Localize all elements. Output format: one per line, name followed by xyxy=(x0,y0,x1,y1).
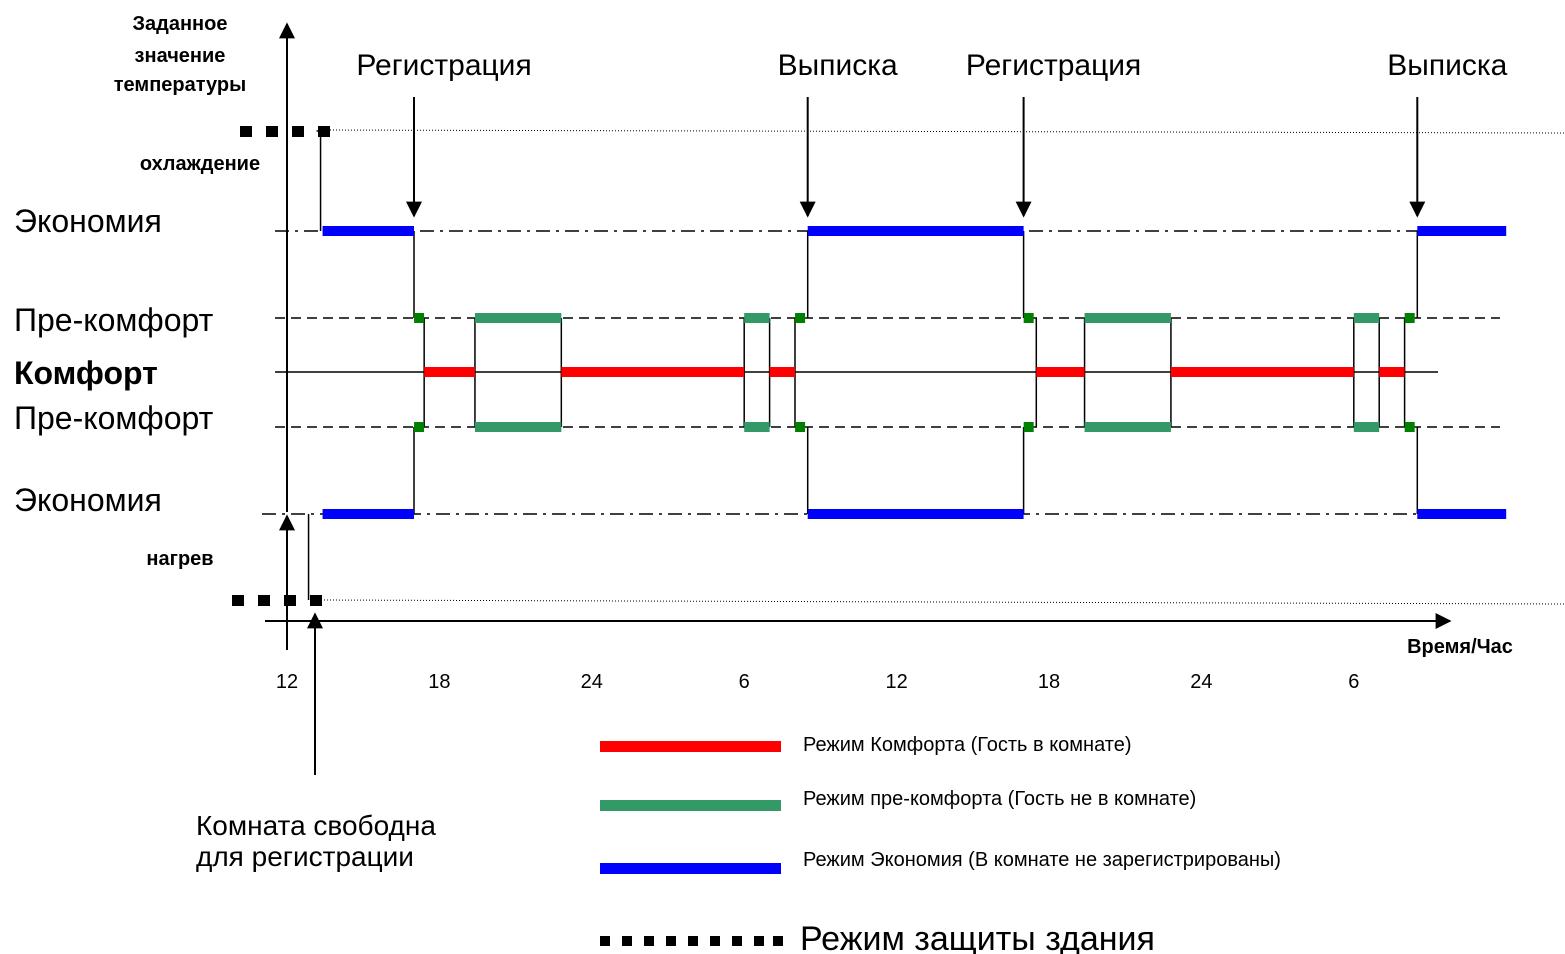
pre-comfort-bar-cooling xyxy=(1084,313,1171,323)
pre-comfort-bar-heating xyxy=(474,422,562,432)
event-label: Выписка xyxy=(1387,49,1507,82)
pre-comfort-bar-heating xyxy=(1084,422,1171,432)
event-label: Регистрация xyxy=(966,49,1141,82)
x-tick-label: 18 xyxy=(1038,671,1060,693)
cooling-protection-line xyxy=(317,129,1565,134)
y-axis-title-line-3: температуры xyxy=(114,74,246,96)
economy-bar-cooling xyxy=(1417,226,1507,236)
protection-square xyxy=(310,595,322,606)
economy-bar-heating xyxy=(807,509,1024,519)
transition-marker xyxy=(1404,313,1415,323)
transition-marker xyxy=(1023,422,1034,432)
transition-marker xyxy=(1023,313,1034,323)
x-tick-label: 24 xyxy=(1190,671,1212,693)
event-label: Регистрация xyxy=(356,49,531,82)
level-label-eco-top: Экономия xyxy=(14,203,162,239)
protection-square xyxy=(318,126,330,137)
mode-bars xyxy=(232,126,1507,606)
room-free-note-line-1: Комната свободна xyxy=(196,810,436,841)
protection-square xyxy=(240,126,252,137)
economy-bar-heating xyxy=(1417,509,1507,519)
event-label: Выписка xyxy=(778,49,898,82)
transition-marker xyxy=(414,422,425,432)
protection-square xyxy=(258,595,270,606)
pre-comfort-bar-cooling xyxy=(744,313,770,323)
heating-protection-line xyxy=(317,599,1565,605)
legend-swatch-economy xyxy=(600,863,781,874)
pre-comfort-bar-cooling xyxy=(474,313,562,323)
x-tick-label: 24 xyxy=(581,671,603,693)
x-tick-label: 6 xyxy=(739,671,750,693)
protection-squares xyxy=(232,126,330,606)
pre-comfort-bar-heating xyxy=(1353,422,1380,432)
legend-label-protection: Режим защиты здания xyxy=(800,920,1155,954)
level-label-eco-bottom: Экономия xyxy=(14,482,162,518)
step-connectors xyxy=(307,130,1419,600)
comfort-bar xyxy=(1036,367,1085,377)
legend-swatch-pre-comfort xyxy=(600,800,781,811)
level-label-pre-bottom: Пре-комфорт xyxy=(14,400,214,436)
protection-square xyxy=(292,126,304,137)
cooling-label: охлаждение xyxy=(140,153,260,175)
x-axis-title: Время/Час xyxy=(1407,636,1513,658)
transition-marker xyxy=(1404,422,1415,432)
event-arrows: Регистрация Выписка Регистрация Выписка xyxy=(356,49,1508,218)
legend-label-pre-comfort: Режим пре-комфорта (Гость не в комнате) xyxy=(803,788,1196,810)
y-axis-title-line-1: Заданное xyxy=(133,13,228,35)
level-label-comfort: Комфорт xyxy=(14,355,158,391)
transition-marker xyxy=(795,313,806,323)
comfort-bar xyxy=(769,367,795,377)
y-axis-title-line-2: значение xyxy=(135,45,226,67)
x-tick-label: 12 xyxy=(885,671,907,693)
level-label-pre-top: Пре-комфорт xyxy=(14,302,214,338)
heating-label: нагрев xyxy=(146,548,213,570)
legend-label-comfort: Режим Комфорта (Гость в комнате) xyxy=(803,734,1132,756)
transition-marker xyxy=(414,313,425,323)
x-axis-ticks: 12 18 24 6 12 18 24 6 xyxy=(276,671,1359,693)
comfort-bar xyxy=(561,367,745,377)
protection-square xyxy=(232,595,244,606)
x-tick-label: 12 xyxy=(276,671,298,693)
room-free-note-line-2: для регистрации xyxy=(196,841,414,872)
comfort-bar xyxy=(424,367,475,377)
legend-swatch-protection xyxy=(600,936,783,946)
comfort-bar xyxy=(1379,367,1405,377)
x-tick-label: 18 xyxy=(428,671,450,693)
economy-bar-cooling xyxy=(322,226,414,236)
pre-comfort-bar-heating xyxy=(744,422,770,432)
transition-markers xyxy=(414,313,1415,432)
legend-swatch-comfort xyxy=(600,741,781,752)
pre-comfort-bar-cooling xyxy=(1353,313,1380,323)
legend-label-economy: Режим Экономия (В комнате не зарегистрир… xyxy=(803,849,1281,871)
transition-marker xyxy=(795,422,806,432)
economy-bar-cooling xyxy=(807,226,1024,236)
economy-bar-heating xyxy=(322,509,414,519)
comfort-bar xyxy=(1170,367,1354,377)
protection-square xyxy=(284,595,296,606)
x-tick-label: 6 xyxy=(1348,671,1359,693)
protection-square xyxy=(266,126,278,137)
